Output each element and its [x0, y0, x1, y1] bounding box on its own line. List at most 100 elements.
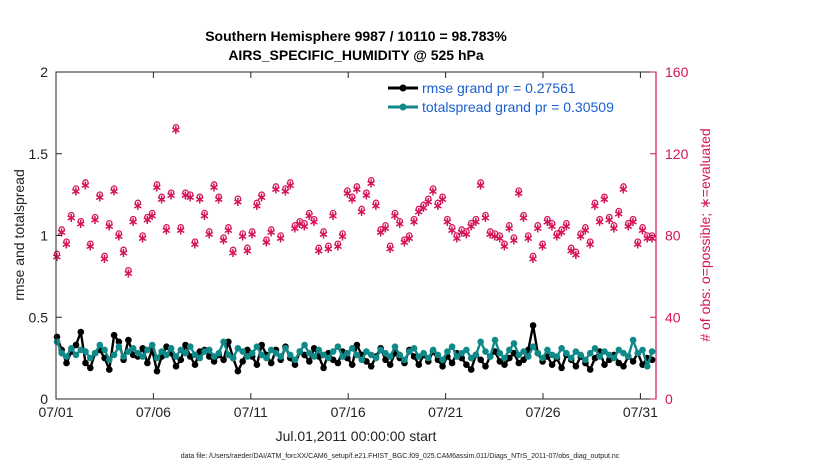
totalspread-point [234, 345, 242, 352]
rmse-point [548, 361, 556, 369]
obs-evaluated-point: ∗ [423, 195, 434, 210]
totalspread-point [339, 353, 346, 360]
obs-possible-point [63, 238, 70, 245]
totalspread-point [101, 346, 108, 354]
totalspread-point [282, 345, 289, 352]
obs-possible-point [72, 185, 80, 192]
obs-possible-point [148, 209, 156, 217]
obs-possible-point [82, 179, 89, 186]
obs-evaluated-point: ∗ [52, 250, 63, 265]
obs-evaluated-point: ∗ [161, 223, 172, 238]
y-left-tick-label: 1.5 [29, 146, 49, 162]
totalspread-point [87, 354, 94, 362]
totalspread-point [596, 353, 603, 360]
obs-evaluated-point: ∗ [594, 215, 605, 230]
legend-rmse-marker [399, 84, 407, 92]
obs-possible-point [501, 240, 508, 247]
obs-evaluated-point: ∗ [390, 209, 401, 224]
obs-possible-point [96, 191, 104, 198]
obs-evaluated-point: ∗ [242, 244, 253, 259]
totalspread-point [472, 351, 480, 359]
obs-evaluated-point: ∗ [347, 193, 358, 208]
obs-possible-point [634, 238, 642, 245]
obs-possible-point [206, 228, 213, 235]
obs-evaluated-point: ∗ [204, 228, 215, 243]
obs-possible-point [306, 209, 313, 217]
obs-possible-point [153, 181, 161, 188]
totalspread-point [110, 351, 118, 359]
totalspread-point [334, 343, 342, 351]
obs-possible-point [358, 205, 365, 213]
legend-spread-label: totalspread grand pr = 0.30509 [422, 99, 614, 115]
totalspread-point [420, 349, 427, 357]
obs-evaluated-point: ∗ [323, 242, 334, 257]
totalspread-point [58, 349, 65, 357]
obs-evaluated-point: ∗ [194, 193, 205, 208]
rmse-point [115, 338, 123, 346]
obs-possible-point [229, 246, 237, 254]
y-right-tick-label: 0 [665, 391, 673, 407]
legend-spread-marker [399, 103, 407, 111]
totalspread-point [301, 341, 308, 349]
totalspread-point [610, 354, 618, 362]
obs-possible-point [420, 201, 427, 209]
obs-evaluated-point: ∗ [447, 223, 458, 238]
totalspread-point [496, 349, 504, 357]
totalspread-point [191, 351, 199, 359]
obs-evaluated-point: ∗ [232, 195, 243, 210]
totalspread-point [315, 346, 323, 354]
obs-possible-point [382, 222, 389, 229]
obs-evaluated-point: ∗ [623, 219, 634, 234]
obs-possible-point [239, 230, 246, 237]
rmse-point [410, 353, 418, 360]
obs-evaluated-point: ∗ [618, 183, 629, 198]
totalspread-point [377, 346, 385, 354]
totalspread-point [534, 349, 542, 357]
obs-possible-point [291, 222, 299, 229]
obs-evaluated-point: ∗ [599, 193, 610, 208]
obs-possible-point [596, 215, 603, 223]
obs-evaluated-point: ∗ [261, 236, 272, 251]
totalspread-point [267, 346, 275, 354]
totalspread-point [486, 353, 494, 360]
totalspread-point [606, 351, 613, 359]
obs-evaluated-point: ∗ [190, 238, 201, 253]
obs-possible-point [325, 242, 332, 249]
totalspread-point [572, 348, 580, 355]
y-axis-right-ticks: 0 40 80 120 160 [650, 64, 689, 407]
obs-evaluated-point: ∗ [647, 232, 658, 247]
x-tick-label: 07/06 [136, 404, 171, 420]
rmse-point [615, 359, 623, 367]
obs-evaluated-point: ∗ [66, 211, 77, 226]
totalspread-point [425, 354, 432, 362]
obs-evaluated-point: ∗ [437, 193, 448, 208]
obs-evaluated-point: ∗ [123, 266, 134, 281]
totalspread-point [68, 345, 75, 352]
y-left-tick-label: 0 [40, 391, 48, 407]
obs-evaluated-point: ∗ [56, 225, 67, 240]
obs-possible-point [386, 242, 394, 249]
obs-possible-point [410, 215, 418, 223]
legend-rmse-label: rmse grand pr = 0.27561 [422, 80, 576, 96]
totalspread-point [348, 345, 356, 352]
obs-evaluated-point: ∗ [337, 230, 348, 245]
totalspread-point [196, 354, 204, 362]
totalspread-point [63, 353, 70, 360]
obs-evaluated-point: ∗ [80, 178, 91, 193]
obs-possible-point [210, 181, 218, 188]
rmse-point [463, 361, 470, 369]
obs-possible-point [248, 228, 256, 235]
obs-evaluated-point: ∗ [137, 232, 148, 247]
rmse-point [125, 336, 132, 344]
obs-possible-point [448, 224, 456, 231]
obs-evaluated-point: ∗ [451, 232, 462, 247]
totalspread-point [620, 349, 627, 357]
obs-possible-point [586, 238, 594, 245]
obs-possible-point [53, 250, 61, 258]
obs-possible-point [506, 222, 513, 229]
obs-evaluated-point: ∗ [490, 230, 501, 245]
obs-possible-point [134, 199, 142, 207]
obs-evaluated-point: ∗ [371, 199, 382, 214]
obs-evaluated-point: ∗ [642, 232, 653, 247]
obs-possible-point [167, 189, 175, 196]
